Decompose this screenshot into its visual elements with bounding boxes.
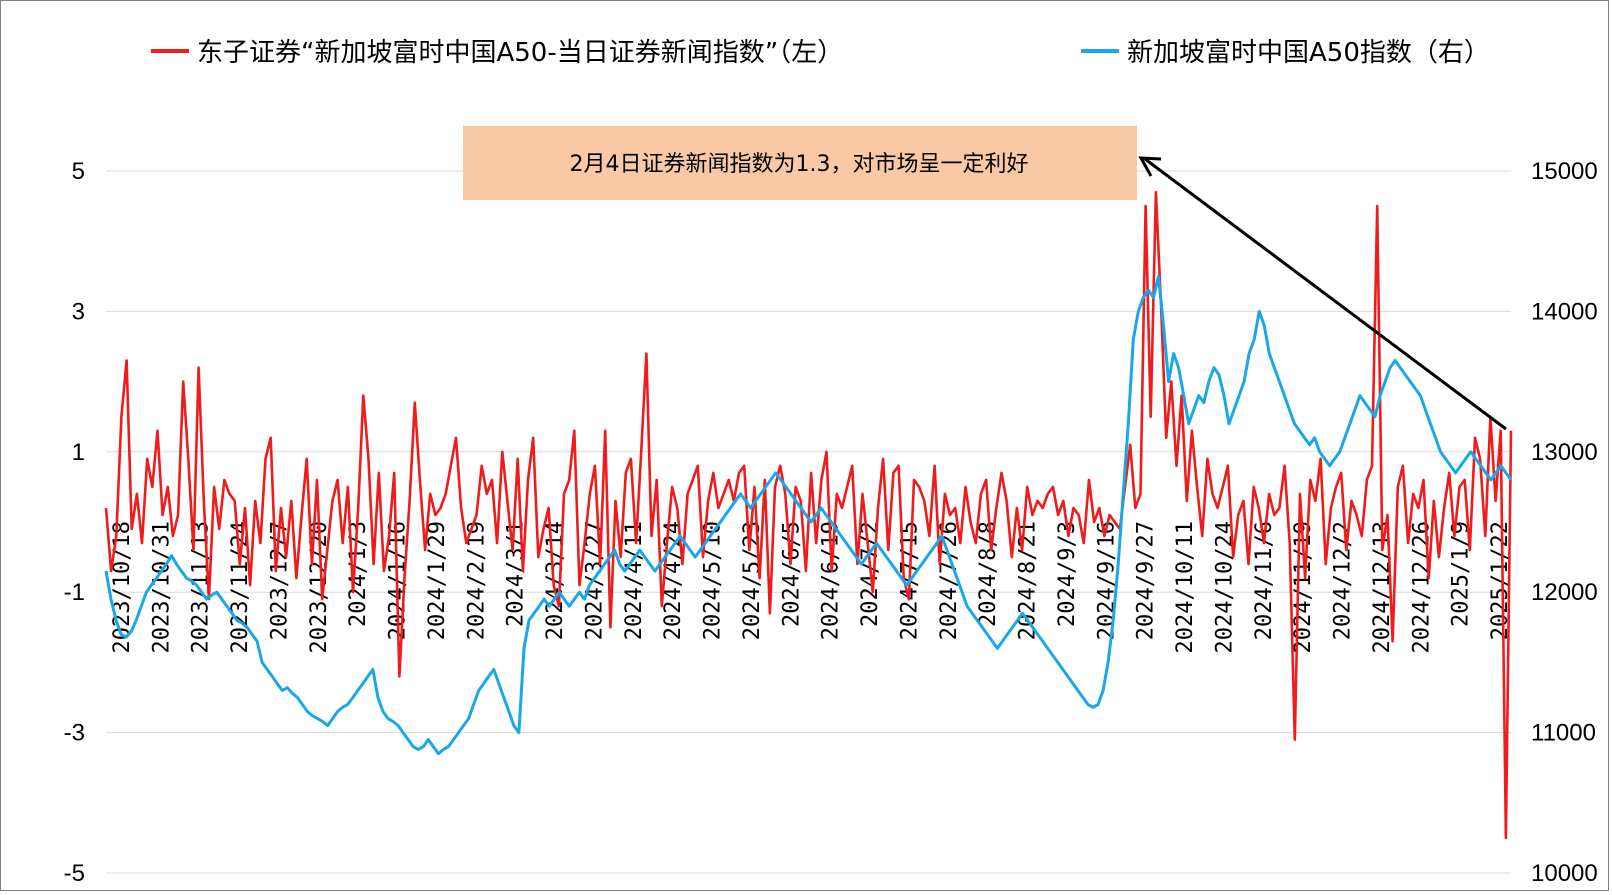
annotation-arrow-line (1144, 157, 1507, 431)
x-tick-label: 2024/12/2 (1331, 521, 1356, 640)
grid-lines (106, 170, 1511, 874)
x-tick-label: 2024/1/29 (425, 521, 450, 640)
right-tick-label: 13000 (1531, 439, 1598, 466)
x-tick-label: 2024/3/14 (543, 521, 568, 640)
legend: 东子证券“新加坡富时中国A50-当日证券新闻指数”（左） 新加坡富时中国A50指… (151, 38, 1490, 68)
x-tick-label: 2024/8/8 (976, 521, 1001, 627)
x-tick-label: 2024/2/19 (464, 521, 489, 640)
x-tick-label: 2024/10/11 (1173, 521, 1198, 653)
legend-label-blue: 新加坡富时中国A50指数（右） (1127, 38, 1490, 68)
right-y-axis: 15000 14000 13000 12000 11000 10000 (1531, 158, 1598, 887)
right-tick-label: 15000 (1531, 158, 1598, 185)
right-tick-label: 12000 (1531, 579, 1598, 606)
x-tick-label: 2023/11/24 (228, 521, 253, 653)
left-tick-label: 3 (72, 298, 85, 325)
x-tick-label: 2024/9/3 (1055, 521, 1080, 627)
x-tick-label: 2024/3/27 (582, 521, 607, 640)
right-tick-label: 10000 (1531, 860, 1598, 887)
annotation: 2月4日证券新闻指数为1.3，对市场呈一定利好 (463, 126, 1507, 431)
series-line-a50-index (104, 274, 1513, 756)
legend-label-red: 东子证券“新加坡富时中国A50-当日证券新闻指数”（左） (197, 38, 843, 68)
annotation-box (463, 126, 1137, 200)
left-tick-label: -5 (64, 860, 85, 887)
left-y-axis: 5 3 1 -1 -3 -5 (64, 158, 85, 887)
right-tick-label: 14000 (1531, 298, 1598, 325)
series-line-news-index (104, 190, 1513, 840)
x-tick-label: 2024/9/27 (1134, 521, 1159, 640)
annotation-arrow-head (1138, 156, 1162, 177)
left-tick-label: -3 (64, 720, 85, 747)
annotation-text: 2月4日证券新闻指数为1.3，对市场呈一定利好 (570, 152, 1029, 177)
right-tick-label: 11000 (1531, 720, 1596, 747)
left-tick-label: -1 (64, 579, 85, 606)
x-tick-label: 2023/10/31 (149, 521, 174, 653)
series-group (104, 190, 1513, 840)
x-tick-label: 2024/4/11 (622, 521, 647, 640)
left-tick-label: 5 (72, 158, 85, 185)
x-tick-label: 2024/9/16 (1094, 521, 1119, 640)
left-tick-label: 1 (72, 439, 85, 466)
x-tick-label: 2024/10/24 (1212, 521, 1237, 653)
